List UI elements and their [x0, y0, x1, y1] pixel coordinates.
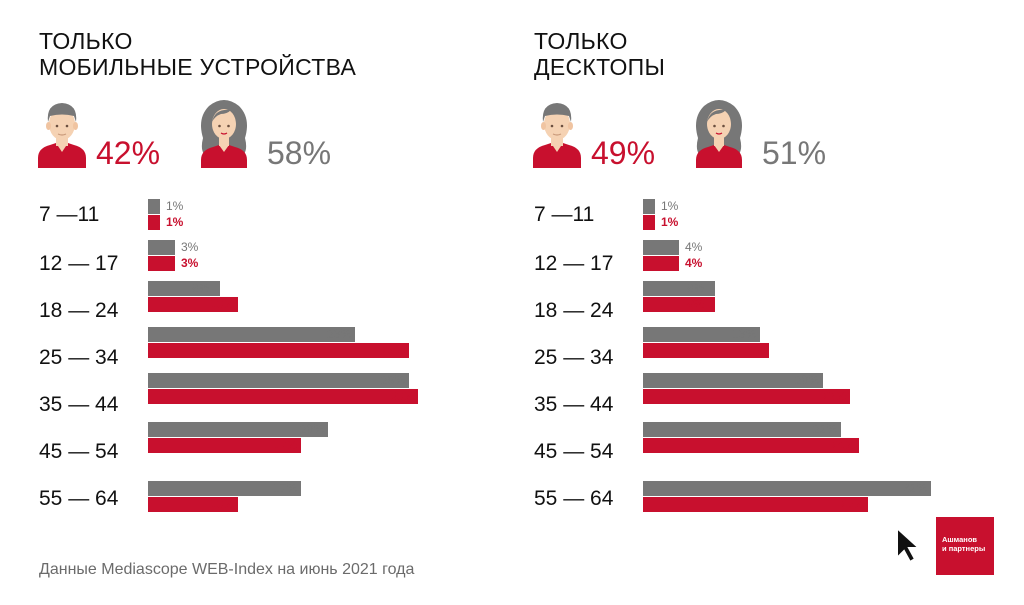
woman-avatar-icon [197, 98, 251, 168]
value-male: 20% [300, 422, 325, 436]
age-label: 7 —11 [534, 203, 595, 226]
value-female: 4% [685, 256, 703, 270]
age-label: 45 — 54 [534, 440, 614, 463]
value-female: 8% [687, 297, 705, 311]
title-line-1: ТОЛЬКО [39, 28, 133, 54]
bar-female [643, 438, 859, 453]
bar-male [643, 240, 679, 255]
cursor-arrow-icon [893, 524, 923, 564]
value-male: 17% [273, 481, 298, 495]
value-male: 23% [327, 327, 352, 341]
value-male: 4% [685, 240, 703, 254]
value-male: 32% [903, 481, 928, 495]
value-female: 29% [381, 343, 406, 357]
value-male: 8% [687, 281, 705, 295]
value-male: 22% [813, 422, 838, 436]
bar-female [148, 297, 238, 312]
bar-female [643, 389, 850, 404]
bar-male [643, 481, 931, 496]
bar-female [148, 389, 418, 404]
man-avatar-icon [36, 98, 88, 168]
value-female: 10% [210, 497, 235, 511]
value-male: 1% [661, 199, 679, 213]
age-label: 35 — 44 [534, 393, 614, 416]
brand-logo: Ашманов и партнеры [936, 517, 994, 575]
source-footnote: Данные Mediascope WEB-Index на июнь 2021… [39, 561, 415, 578]
bar-female [643, 343, 769, 358]
woman-avatar-icon [692, 98, 746, 168]
panel-title: ТОЛЬКО МОБИЛЬНЫЕ УСТРОЙСТВА [39, 28, 356, 80]
value-female: 25% [840, 497, 865, 511]
value-female: 17% [273, 438, 298, 452]
male-share: 42% [96, 135, 161, 171]
age-label: 12 — 17 [39, 252, 119, 275]
age-label: 25 — 34 [534, 346, 614, 369]
bar-female [643, 215, 655, 230]
value-male: 13% [732, 327, 757, 341]
bar-female [148, 343, 409, 358]
value-male: 20% [795, 373, 820, 387]
logo-line-1: Ашманов [942, 535, 978, 544]
value-female: 3% [181, 256, 199, 270]
panel-title: ТОЛЬКО ДЕСКТОПЫ [534, 28, 665, 80]
male-share: 49% [591, 135, 656, 171]
age-label: 45 — 54 [39, 440, 119, 463]
value-male: 1% [166, 199, 184, 213]
bar-female [643, 297, 715, 312]
bar-male [148, 327, 355, 342]
age-label: 25 — 34 [39, 346, 119, 369]
logo-line-2: и партнеры [942, 544, 986, 553]
bar-female [643, 497, 868, 512]
bar-male [643, 199, 655, 214]
man-avatar-icon [531, 98, 583, 168]
value-male: 3% [181, 240, 199, 254]
value-female: 10% [210, 297, 235, 311]
age-label: 35 — 44 [39, 393, 119, 416]
value-female: 1% [661, 215, 679, 229]
bar-male [643, 281, 715, 296]
bar-female [148, 215, 160, 230]
value-female: 1% [166, 215, 184, 229]
age-label: 18 — 24 [39, 299, 119, 322]
value-female: 30% [390, 389, 415, 403]
age-label: 12 — 17 [534, 252, 614, 275]
female-share: 58% [267, 135, 332, 171]
value-female: 23% [822, 389, 847, 403]
value-female: 14% [741, 343, 766, 357]
age-label: 55 — 64 [39, 487, 119, 510]
bar-male [148, 199, 160, 214]
bar-male [148, 481, 301, 496]
title-line-2: ДЕСКТОПЫ [534, 54, 666, 80]
age-label: 55 — 64 [534, 487, 614, 510]
panel-mobile: ТОЛЬКО МОБИЛЬНЫЕ УСТРОЙСТВА 42% [0, 0, 500, 540]
value-female: 24% [831, 438, 856, 452]
bar-male [148, 281, 220, 296]
bar-male [643, 327, 760, 342]
bar-male [643, 422, 841, 437]
panel-desktop: ТОЛЬКО ДЕСКТОПЫ 49% [495, 0, 995, 540]
female-share: 51% [762, 135, 827, 171]
age-label: 18 — 24 [534, 299, 614, 322]
bar-female [643, 256, 679, 271]
age-label: 7 —11 [39, 203, 100, 226]
value-male: 29% [381, 373, 406, 387]
bar-male [148, 240, 175, 255]
title-line-1: ТОЛЬКО [534, 28, 628, 54]
bar-male [148, 373, 409, 388]
bar-female [148, 256, 175, 271]
title-line-2: МОБИЛЬНЫЕ УСТРОЙСТВА [39, 54, 357, 80]
bar-male [643, 373, 823, 388]
bar-female [148, 438, 301, 453]
bar-female [148, 497, 238, 512]
value-male: 8% [192, 281, 210, 295]
bar-male [148, 422, 328, 437]
